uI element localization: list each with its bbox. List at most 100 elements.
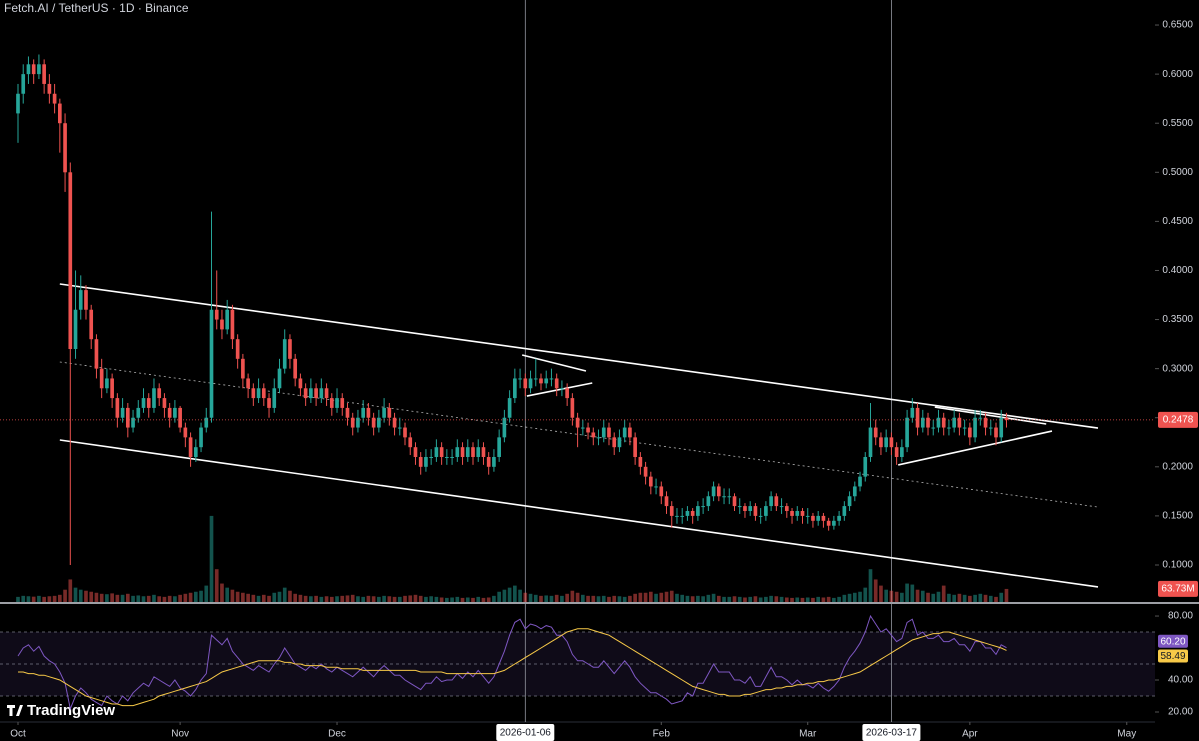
volume-bar: [732, 596, 737, 602]
volume-bar: [21, 595, 26, 602]
y-tick-label: 0.3500: [1162, 314, 1193, 325]
volume-bar: [784, 597, 789, 602]
volume-bar: [601, 595, 606, 602]
volume-bar: [633, 593, 637, 602]
candle-body: [235, 339, 240, 359]
candle-body: [926, 417, 930, 428]
candle-body: [58, 103, 62, 124]
volume-bar: [220, 583, 224, 602]
volume-bar: [481, 597, 486, 602]
volume-bar: [748, 596, 753, 602]
candle-body: [586, 427, 590, 433]
volume-bar: [497, 591, 501, 602]
candle-body: [936, 417, 941, 428]
candle-body: [633, 437, 637, 457]
volume-bar: [586, 595, 590, 602]
logo-mark: [7, 705, 23, 716]
trendline: [934, 406, 1047, 425]
candle-body: [832, 520, 836, 526]
candle-body: [309, 388, 313, 399]
candle-body: [199, 427, 203, 448]
volume-bar: [63, 589, 67, 602]
rsi-last-label: 58.49: [1160, 651, 1185, 662]
volume-bar: [241, 592, 245, 602]
y-tick-label: 0.1000: [1162, 560, 1193, 571]
volume-bar: [513, 585, 517, 602]
candle-body: [345, 407, 350, 418]
rsi-tick-label: 80.00: [1168, 611, 1193, 622]
rsi-tick-label: 20.00: [1168, 707, 1193, 718]
volume-bar: [753, 596, 758, 602]
candle-body: [52, 93, 57, 104]
candle-body: [26, 64, 31, 75]
candle-body: [303, 388, 308, 399]
volume-bar: [1004, 588, 1009, 602]
volume-bar: [408, 595, 413, 602]
candle-body: [978, 417, 983, 419]
candle-body: [209, 309, 214, 418]
volume-bar: [696, 595, 700, 602]
volume-bar: [235, 591, 240, 602]
volume-bar: [581, 594, 585, 602]
volume-bar: [340, 595, 345, 602]
candle-body: [298, 378, 303, 389]
candle-body: [324, 388, 329, 399]
candle-body: [267, 398, 271, 408]
volume-bar: [78, 589, 83, 602]
volume-bar: [565, 593, 569, 602]
candle-body: [141, 398, 146, 408]
candle-body: [387, 407, 392, 418]
candle-body: [220, 319, 224, 330]
candle-body: [99, 368, 104, 389]
candle-body: [779, 506, 784, 508]
volume-bar: [157, 596, 162, 602]
candle-body: [350, 417, 355, 428]
candle-body: [476, 447, 481, 457]
volume-bar: [957, 593, 962, 602]
volume-bar: [701, 596, 705, 602]
x-tick-label: Mar: [799, 729, 817, 740]
candle-body: [439, 447, 444, 457]
volume-bar: [518, 589, 522, 602]
volume-bar: [272, 592, 277, 602]
candle-body: [868, 427, 873, 457]
candle-body: [340, 398, 345, 408]
volume-bar: [120, 594, 125, 602]
candle-body: [884, 437, 889, 448]
candle-body: [601, 427, 606, 438]
candle-body: [821, 515, 826, 521]
volume-bar: [314, 595, 318, 602]
candle-body: [173, 407, 177, 418]
volume-bar: [790, 597, 794, 602]
volume-bar: [832, 597, 836, 602]
volume-bar: [146, 595, 151, 602]
candle-body: [591, 432, 596, 438]
candle-body: [900, 447, 904, 457]
candle-body: [894, 447, 899, 457]
logo: [7, 705, 23, 716]
volume-bar: [261, 594, 266, 602]
volume-bar: [941, 585, 946, 602]
candle-body: [722, 496, 726, 498]
candle-body: [659, 486, 664, 497]
candle-body: [727, 496, 732, 498]
candle-body: [361, 407, 366, 418]
candle-body: [251, 388, 256, 399]
volume-bar: [293, 593, 298, 602]
candle-body: [78, 290, 83, 310]
candle-body: [167, 407, 172, 418]
volume-bar: [214, 569, 219, 602]
volume-bar: [303, 595, 308, 602]
candle-body: [204, 417, 209, 428]
volume-bar: [570, 590, 575, 602]
volume-bar: [424, 596, 428, 602]
volume-bar: [816, 596, 821, 602]
volume-bar: [659, 592, 664, 602]
candle-body: [680, 515, 685, 517]
x-tick-label: Dec: [328, 729, 346, 740]
volume-bar: [591, 595, 596, 602]
candle-body: [716, 486, 721, 497]
candle-body: [408, 437, 413, 448]
volume-bar: [309, 596, 313, 602]
volume-bar: [863, 587, 868, 602]
